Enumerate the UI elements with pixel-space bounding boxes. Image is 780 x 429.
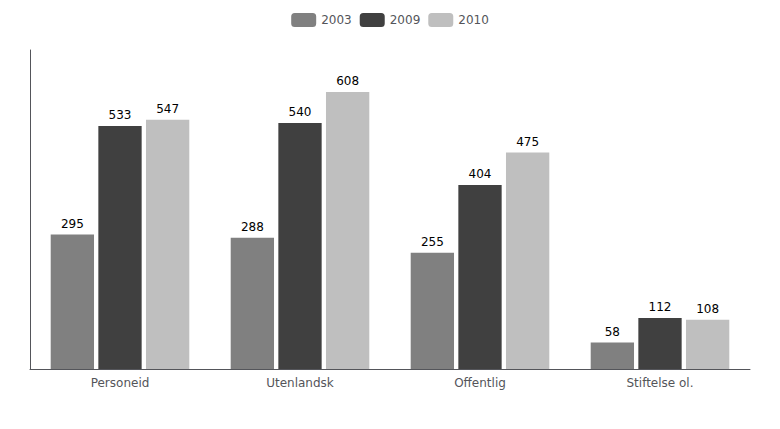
svg-text:404: 404 bbox=[469, 167, 492, 181]
svg-text:Personeid: Personeid bbox=[91, 376, 150, 390]
svg-text:2003: 2003 bbox=[321, 13, 352, 27]
svg-text:Stiftelse ol.: Stiftelse ol. bbox=[626, 376, 693, 390]
svg-text:288: 288 bbox=[241, 220, 264, 234]
svg-text:255: 255 bbox=[421, 235, 444, 249]
svg-text:Offentlig: Offentlig bbox=[454, 376, 506, 390]
svg-text:295: 295 bbox=[61, 217, 84, 231]
svg-text:533: 533 bbox=[109, 108, 132, 122]
svg-text:112: 112 bbox=[649, 300, 672, 314]
svg-text:2009: 2009 bbox=[390, 13, 421, 27]
svg-text:547: 547 bbox=[156, 102, 179, 116]
svg-text:58: 58 bbox=[605, 325, 620, 339]
svg-text:108: 108 bbox=[696, 302, 719, 316]
svg-text:Utenlandsk: Utenlandsk bbox=[266, 376, 334, 390]
svg-text:540: 540 bbox=[289, 105, 312, 119]
svg-text:2010: 2010 bbox=[458, 13, 489, 27]
svg-text:608: 608 bbox=[336, 74, 359, 88]
svg-text:475: 475 bbox=[516, 135, 539, 149]
